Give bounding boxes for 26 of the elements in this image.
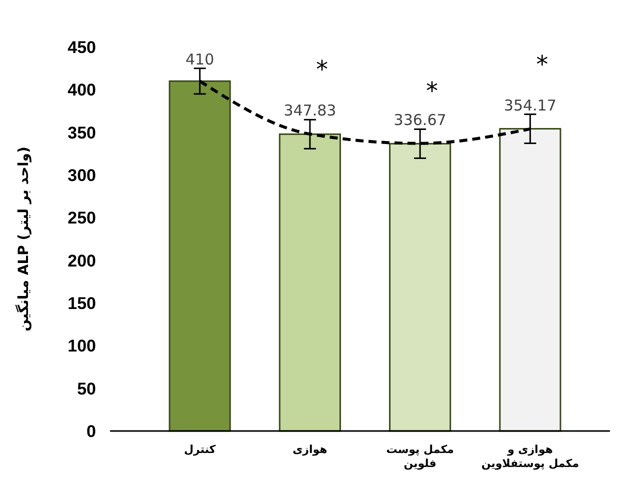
bar (278, 133, 341, 432)
data-label: 354.17 (504, 96, 556, 114)
annotation: * (316, 56, 328, 84)
y-tick-label: 300 (68, 166, 96, 185)
y-tick-label: 150 (68, 294, 96, 313)
x-tick-label: هوازی (292, 443, 328, 456)
x-tick-label: کنترل (184, 443, 216, 456)
y-tick-label: 350 (68, 123, 96, 142)
data-label: 410 (186, 50, 214, 68)
data-label: 347.83 (284, 102, 336, 120)
annotation: * (536, 50, 548, 78)
bar (389, 142, 452, 432)
y-tick-label: 250 (68, 208, 96, 228)
y-tick-label: 0 (86, 422, 96, 441)
annotation: * (426, 77, 438, 106)
y-tick-label: 450 (68, 38, 96, 57)
bar (168, 80, 231, 432)
x-tick-label: مکمل پوست فلوین (386, 443, 454, 470)
y-tick-label: 400 (68, 80, 96, 100)
bar (499, 128, 562, 432)
data-label: 336.67 (394, 111, 446, 130)
y-tick-label: 100 (68, 336, 96, 356)
y-tick-label: 200 (68, 251, 96, 270)
y-axis-title: میانگین ALP (واحد بر لیتر) (15, 146, 32, 332)
x-tick-label: هوازی و مکمل پوستفلاوین (481, 443, 580, 470)
y-tick-label: 50 (77, 379, 96, 398)
